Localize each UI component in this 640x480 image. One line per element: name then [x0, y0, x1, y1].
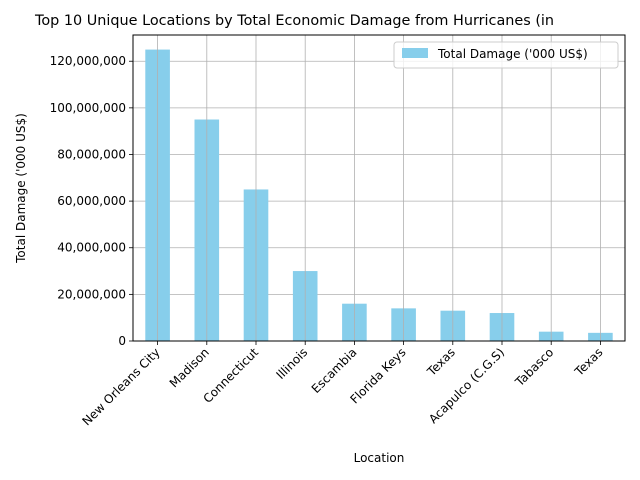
chart-title: Top 10 Unique Locations by Total Economi…: [34, 13, 554, 29]
x-tick-label: Escambia: [309, 345, 360, 396]
x-tick-label: Texas: [424, 345, 458, 379]
y-axis-ticks: 0 20,000,000 40,000,000 60,000,000 80,000,00…: [50, 54, 133, 348]
x-grid: [157, 35, 601, 341]
x-tick-label: Madison: [167, 345, 212, 390]
x-tick-label: Texas: [571, 345, 605, 379]
plot-frame: [132, 34, 626, 342]
y-tick-label: 40,000,000: [57, 241, 126, 255]
legend: Total Damage ('000 US$): [393, 41, 619, 69]
bars: [145, 49, 613, 341]
x-tick-label: Tabasco: [512, 345, 556, 389]
y-tick-label: 0: [118, 334, 126, 348]
y-tick-label: 20,000,000: [57, 287, 126, 301]
y-tick-label: 60,000,000: [57, 194, 126, 208]
legend-label: Total Damage ('000 US$): [437, 47, 588, 61]
y-tick-label: 80,000,000: [57, 147, 126, 161]
legend-swatch: [402, 48, 428, 58]
x-axis-label: Location: [354, 451, 405, 465]
y-tick-label: 120,000,000: [50, 54, 126, 68]
x-tick-label: Illinois: [273, 345, 310, 382]
y-tick-label: 100,000,000: [50, 101, 126, 115]
y-axis-label: Total Damage ('000 US$): [14, 113, 28, 264]
x-tick-label: New Orleans City: [80, 345, 163, 428]
legend-box: [393, 41, 619, 69]
